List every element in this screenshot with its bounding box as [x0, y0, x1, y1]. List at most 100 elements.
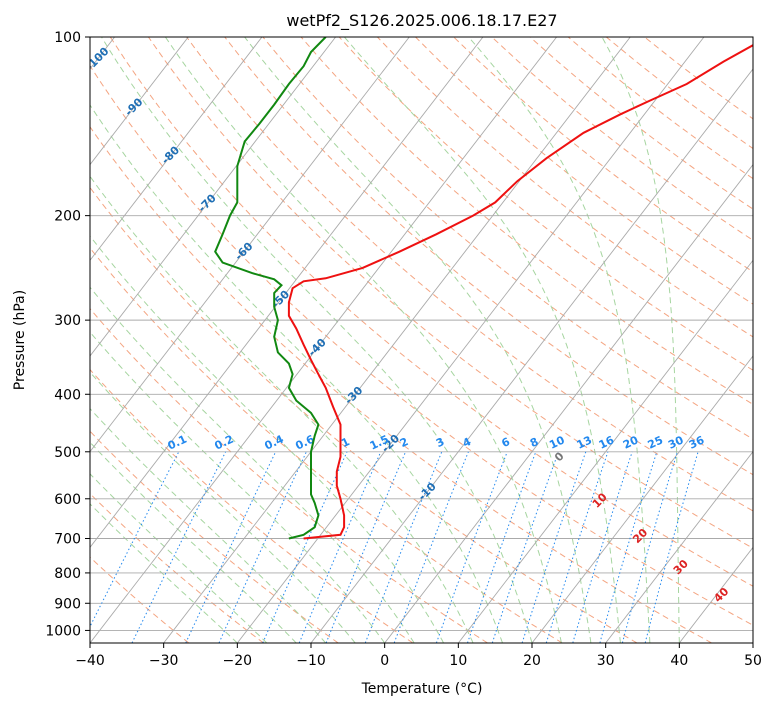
moist-adiabat-line: [90, 441, 297, 643]
x-tick-label: −10: [296, 653, 326, 669]
dry-adiabat-line: [377, 37, 753, 338]
isotherm-line: [752, 642, 753, 643]
mixing-ratio-label: 0.1: [166, 433, 189, 453]
moist-adiabat-line: [90, 235, 445, 643]
mixing-ratio-label: 10: [547, 433, 567, 451]
moist-adiabat-line: [90, 503, 238, 643]
dewpoint-profile-line: [214, 37, 327, 540]
y-tick-label: 600: [54, 492, 81, 508]
x-tick-label: 30: [597, 653, 615, 669]
isotherm-line: [605, 450, 753, 643]
y-tick-label: 400: [54, 387, 81, 403]
mixing-ratio-line: [572, 451, 633, 643]
mixing-ratio-label: 4: [461, 435, 474, 450]
x-tick-label: −30: [149, 653, 179, 669]
x-tick-label: 50: [744, 653, 762, 669]
y-tick-label: 700: [54, 532, 81, 548]
chart-title: wetPf2_S126.2025.006.18.17.E27: [286, 11, 557, 31]
dry-adiabat-line: [147, 37, 753, 549]
x-tick-label: 0: [380, 653, 389, 669]
moist-adiabat-line: [344, 37, 621, 643]
dry-adiabat-line: [90, 307, 488, 643]
x-axis-title: Temperature (°C): [361, 681, 483, 697]
thetae-label: 40: [711, 585, 731, 605]
moist-adiabat-line: [90, 371, 356, 643]
mixing-ratio-line: [621, 451, 678, 643]
moist-adiabat-line: [244, 37, 592, 643]
dry-adiabat-line: [90, 125, 712, 643]
y-tick-label: 200: [54, 209, 81, 225]
moist-adiabat-line: [90, 331, 386, 643]
dry-adiabat-line: [338, 37, 753, 371]
mixing-ratio-line: [364, 451, 443, 643]
y-tick-label: 500: [54, 445, 81, 461]
mixing-ratio-label: 25: [646, 433, 665, 451]
dry-adiabat-line: [109, 37, 753, 587]
isotherm-line: [90, 37, 189, 166]
y-tick-label: 800: [54, 566, 81, 582]
mixing-ratio-line: [491, 451, 559, 643]
isotherm-line: [678, 546, 753, 643]
x-tick-label: −40: [75, 653, 105, 669]
isotherm-line: [90, 37, 484, 549]
mixing-ratio-line: [467, 451, 537, 643]
moist-adiabat-line: [601, 37, 680, 643]
mixing-ratio-line: [644, 451, 699, 643]
moist-adiabat-line: [101, 37, 533, 643]
y-tick-label: 300: [54, 313, 81, 329]
isotherm-line: [90, 37, 557, 643]
x-tick-label: −20: [223, 653, 253, 669]
isotherm-label: -30: [342, 384, 365, 407]
moist-adiabat-line: [468, 37, 651, 643]
isotherm-line: [384, 163, 753, 643]
plot-frame: [89, 36, 754, 644]
line-labels: -100-90-80-70-60-50-40-30-20-100.1 0.2 0.4…: [83, 45, 732, 605]
moist-adiabat-line: [90, 407, 327, 643]
mixing-ratio-line: [599, 451, 658, 643]
mixing-ratio-line: [298, 451, 382, 643]
mixing-ratio-label: 36: [687, 433, 707, 451]
mixing-ratio-line: [521, 451, 587, 643]
mixing-ratio-label: 13: [575, 433, 594, 451]
isotherm-label: -100: [83, 45, 112, 74]
isotherm-label: -60: [232, 239, 255, 262]
thetae-label: 10: [590, 490, 610, 510]
dry-adiabat-line: [90, 247, 563, 643]
mixing-ratio-line: [393, 451, 469, 643]
dry-adiabat-line: [453, 37, 753, 273]
moist-adiabat-line: [90, 473, 268, 643]
temperature-profile-line: [287, 44, 753, 540]
mixing-ratio-label: 30: [666, 433, 686, 451]
background-lines: [90, 37, 753, 643]
mixing-ratio-line: [545, 451, 609, 643]
dry-adiabat-line: [90, 556, 190, 643]
y-tick-label: 100: [54, 30, 81, 46]
dry-adiabat-line: [415, 37, 753, 305]
mixing-ratio-line: [218, 451, 307, 643]
isotherm-line: [457, 259, 753, 643]
isotherm-line: [90, 37, 410, 453]
y-tick-label: 900: [54, 596, 81, 612]
mixing-ratio-line: [131, 451, 227, 643]
thetae-label: 30: [671, 557, 691, 577]
isotherm-line: [531, 355, 753, 643]
isotherm-line: [236, 37, 705, 643]
x-tick-label: 40: [670, 653, 688, 669]
mixing-ratio-label: 16: [597, 433, 617, 451]
dry-adiabat-line: [300, 37, 753, 405]
mixing-ratio-label: 6: [500, 435, 513, 450]
isotherm-line: [90, 37, 336, 357]
isotherm-line: [90, 37, 263, 262]
mixing-ratio-label: 0.4: [263, 432, 286, 452]
moist-adiabat-line: [90, 175, 474, 643]
mixing-ratio-line: [435, 451, 508, 643]
x-tick-label: 20: [523, 653, 541, 669]
dry-adiabat-line: [90, 64, 753, 626]
mixing-ratio-line: [262, 451, 348, 643]
dry-adiabat-line: [529, 37, 753, 210]
profile-lines: [214, 37, 753, 540]
thetae-label: 20: [630, 526, 650, 546]
moist-adiabat-line: [164, 37, 562, 643]
dry-adiabat-line: [186, 37, 753, 512]
